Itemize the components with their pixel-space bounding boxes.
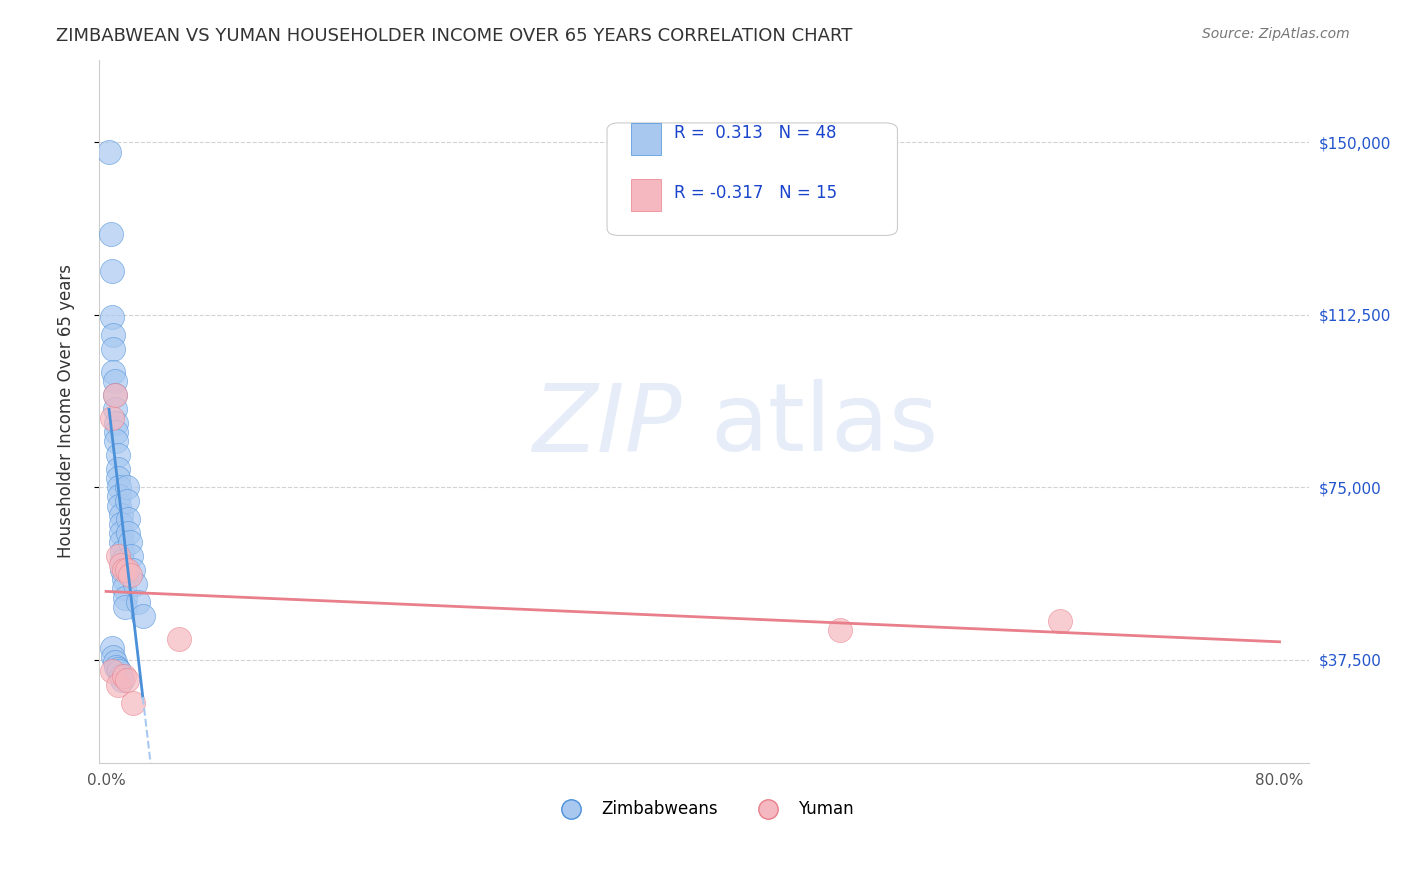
Point: [101, 264, 124, 278]
Point: [103, 650, 125, 665]
Point: [108, 490, 131, 504]
Point: [103, 343, 125, 357]
Point: [101, 310, 124, 324]
Point: [112, 582, 135, 596]
Text: R = -0.317   N = 15: R = -0.317 N = 15: [673, 185, 837, 202]
Point: [110, 669, 132, 683]
Text: Source: ZipAtlas.com: Source: ZipAtlas.com: [1202, 27, 1350, 41]
Point: [103, 328, 125, 343]
Point: [1049, 614, 1071, 628]
Text: atlas: atlas: [711, 379, 939, 472]
Point: [110, 508, 132, 522]
Point: [107, 662, 129, 676]
Point: [110, 558, 132, 573]
Point: [98, 145, 121, 159]
Point: [121, 563, 143, 577]
Point: [105, 416, 128, 430]
Point: [107, 471, 129, 485]
Point: [105, 425, 128, 439]
FancyBboxPatch shape: [607, 123, 897, 235]
Point: [115, 563, 138, 577]
Point: [108, 499, 131, 513]
Point: [108, 480, 131, 494]
Point: [112, 563, 135, 577]
Point: [121, 697, 143, 711]
Bar: [631, 123, 661, 154]
Point: [104, 388, 127, 402]
Y-axis label: Householder Income Over 65 years: Householder Income Over 65 years: [58, 264, 75, 558]
Point: [127, 595, 149, 609]
Point: [107, 549, 129, 564]
Point: [169, 632, 191, 646]
Point: [108, 664, 131, 678]
Point: [110, 516, 132, 531]
Point: [101, 641, 124, 656]
Point: [132, 609, 155, 624]
Text: ZIMBABWEAN VS YUMAN HOUSEHOLDER INCOME OVER 65 YEARS CORRELATION CHART: ZIMBABWEAN VS YUMAN HOUSEHOLDER INCOME O…: [56, 27, 852, 45]
Point: [104, 402, 127, 417]
Bar: [631, 179, 661, 211]
Point: [120, 549, 142, 564]
Point: [111, 544, 134, 558]
Point: [115, 494, 138, 508]
Point: [111, 673, 134, 688]
Point: [117, 526, 139, 541]
Point: [115, 673, 138, 688]
Point: [828, 623, 851, 637]
Point: [100, 227, 122, 242]
Point: [115, 480, 138, 494]
Point: [101, 411, 124, 425]
Point: [101, 664, 124, 678]
Point: [112, 572, 135, 586]
Point: [114, 591, 136, 605]
Point: [105, 434, 128, 449]
Point: [118, 535, 141, 549]
Text: ZIP: ZIP: [533, 380, 682, 471]
Point: [103, 365, 125, 379]
Point: [117, 512, 139, 526]
Point: [105, 659, 128, 673]
Legend: Zimbabweans, Yuman: Zimbabweans, Yuman: [548, 794, 860, 825]
Point: [104, 388, 127, 402]
Point: [112, 669, 135, 683]
Point: [107, 462, 129, 476]
Point: [107, 678, 129, 692]
Point: [124, 576, 146, 591]
Point: [114, 599, 136, 614]
Point: [118, 567, 141, 582]
Point: [111, 554, 134, 568]
Point: [107, 448, 129, 462]
Point: [110, 526, 132, 541]
Point: [111, 563, 134, 577]
Text: R =  0.313   N = 48: R = 0.313 N = 48: [673, 125, 837, 143]
Point: [104, 375, 127, 389]
Point: [104, 655, 127, 669]
Point: [110, 535, 132, 549]
